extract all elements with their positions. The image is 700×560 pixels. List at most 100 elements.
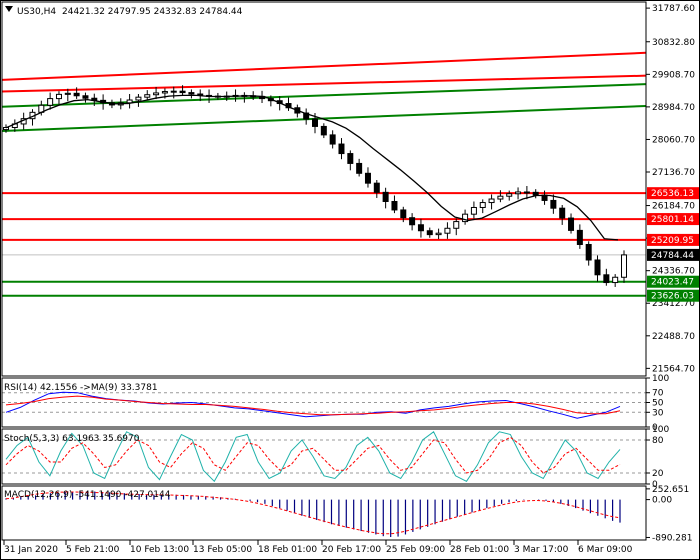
rsi-series-1[interactable]: [5, 395, 621, 416]
stoch-pane-frame: [1, 428, 647, 485]
candle[interactable]: [144, 94, 151, 98]
price-tick-label: 28984.70: [652, 103, 695, 113]
candle[interactable]: [532, 191, 539, 196]
level-label-support: 24023.47: [651, 278, 694, 288]
candle[interactable]: [497, 195, 504, 200]
candle[interactable]: [391, 200, 398, 211]
trend-line-red_lower[interactable]: [1, 74, 647, 93]
candle[interactable]: [329, 134, 336, 145]
candle[interactable]: [594, 259, 601, 276]
price-axis: 31787.60 30832.80 29908.70 28984.70 28060.70…: [646, 4, 699, 543]
rsi-tick-label: 100: [652, 374, 669, 384]
candle[interactable]: [444, 227, 451, 234]
candle[interactable]: [585, 243, 592, 261]
candle[interactable]: [488, 198, 495, 204]
candle[interactable]: [409, 217, 416, 226]
stoch-series-1[interactable]: [5, 436, 621, 474]
candle[interactable]: [453, 221, 460, 229]
macd-tick-label: 0.00: [652, 496, 672, 506]
time-tick-label: 25 Feb 09:00: [386, 545, 445, 555]
time-tick-label: 18 Feb 01:00: [258, 545, 317, 555]
rsi-pane[interactable]: [2, 391, 646, 419]
trend-line-green_lower[interactable]: [1, 104, 647, 133]
time-axis: 31 Jan 2020 5 Feb 21:00 10 Feb 13:00 13 Feb…: [3, 540, 633, 555]
triangle-down-icon[interactable]: [5, 6, 13, 12]
candle[interactable]: [320, 125, 327, 136]
rsi-title: RSI(14) 42.1556 ->MA(9) 33.3781: [4, 383, 158, 393]
chart-header: US30,H4 24421.32 24797.95 24332.83 24784…: [5, 6, 243, 17]
symbol-label: US30,H4: [17, 7, 56, 17]
time-tick-label: 5 Feb 21:00: [66, 545, 120, 555]
stoch-tick-label: 0: [652, 480, 658, 490]
macd-title: MACD(12,26,9) -541.1490 -427.0144: [4, 490, 171, 500]
candle[interactable]: [559, 207, 566, 219]
trend-line-green_upper[interactable]: [1, 83, 647, 108]
candle[interactable]: [55, 93, 62, 100]
time-tick-label: 3 Mar 17:00: [514, 545, 569, 555]
candle[interactable]: [382, 191, 389, 202]
candle[interactable]: [603, 274, 610, 284]
candle[interactable]: [506, 193, 513, 197]
level-label-box: [647, 233, 699, 246]
stoch-series-0[interactable]: [5, 431, 621, 483]
level-label-box: [647, 187, 699, 200]
candle[interactable]: [153, 92, 160, 96]
rsi-tick-label: 50: [652, 399, 664, 409]
level-label-resistance: 25209.95: [651, 236, 694, 246]
candle[interactable]: [515, 191, 522, 195]
candle[interactable]: [479, 202, 486, 208]
candle[interactable]: [373, 182, 380, 193]
time-tick-label: 31 Jan 2020: [4, 545, 58, 555]
level-label-box: [647, 275, 699, 288]
candle[interactable]: [621, 254, 627, 278]
rsi-tick-label: 70: [652, 389, 664, 399]
price-tick-label: 31787.60: [652, 4, 695, 14]
stochastic-pane[interactable]: [2, 431, 646, 483]
level-label-resistance: 25801.14: [651, 215, 694, 225]
candle[interactable]: [550, 199, 557, 209]
candle[interactable]: [312, 118, 318, 127]
level-label-resistance: 26536.13: [651, 189, 694, 199]
candle[interactable]: [462, 213, 469, 223]
level-label-current_price: 24784.44: [651, 251, 694, 261]
candle[interactable]: [64, 92, 71, 95]
candle[interactable]: [170, 90, 177, 93]
candle[interactable]: [576, 229, 583, 245]
candle[interactable]: [73, 92, 80, 97]
candle[interactable]: [470, 206, 477, 215]
price-tick-label: 21564.70: [652, 364, 695, 374]
macd-pane[interactable]: [5, 491, 621, 538]
candle[interactable]: [3, 126, 9, 131]
price-tick-label: 30832.80: [652, 38, 695, 48]
candle[interactable]: [426, 230, 433, 236]
candle[interactable]: [523, 191, 530, 194]
candle[interactable]: [400, 209, 407, 219]
candle[interactable]: [82, 95, 89, 99]
candle[interactable]: [612, 276, 619, 284]
candle[interactable]: [364, 172, 371, 184]
candle[interactable]: [188, 92, 195, 95]
trend-line-red_upper[interactable]: [1, 51, 647, 81]
price-tick-label: 29908.70: [652, 70, 695, 80]
candle[interactable]: [47, 98, 54, 106]
candle[interactable]: [338, 143, 345, 155]
candle[interactable]: [435, 232, 442, 236]
candle[interactable]: [135, 96, 142, 101]
price-tick-label: 28060.70: [652, 135, 695, 145]
main-price-pane[interactable]: [1, 51, 647, 297]
candle[interactable]: [356, 162, 363, 174]
candle[interactable]: [347, 153, 354, 164]
moving-average-line[interactable]: [5, 94, 619, 241]
candle[interactable]: [179, 90, 186, 94]
candle[interactable]: [161, 91, 168, 94]
macd-signal-line[interactable]: [5, 491, 621, 535]
time-tick-label: 20 Feb 17:00: [322, 545, 381, 555]
price-tick-label: 24336.70: [652, 267, 695, 277]
macd-pane-frame: [1, 485, 647, 541]
time-tick-label: 6 Mar 09:00: [578, 545, 633, 555]
candle[interactable]: [417, 224, 424, 232]
main-pane-frame: [1, 1, 647, 377]
candle[interactable]: [568, 217, 575, 231]
